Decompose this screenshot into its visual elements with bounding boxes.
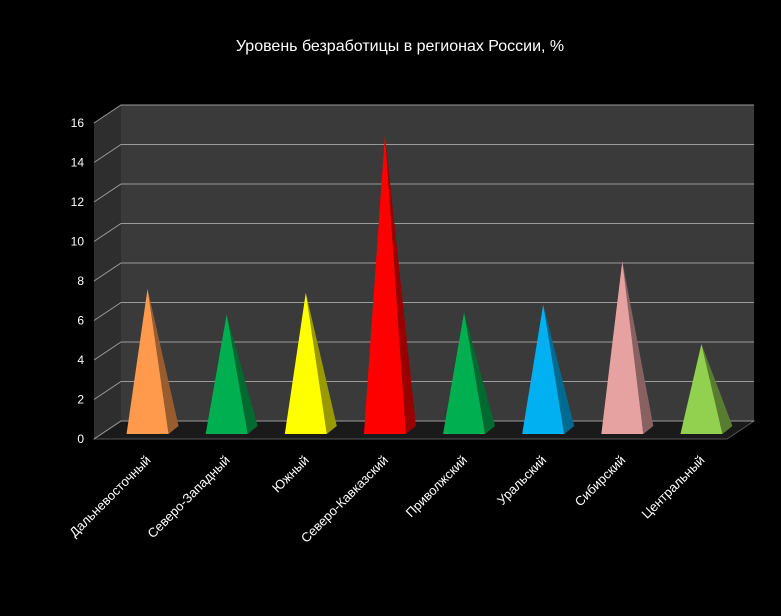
bar-side (384, 134, 416, 434)
x-tick-label: Дальневосточный (66, 453, 153, 540)
bar (126, 288, 169, 434)
y-tick-label: 6 (77, 314, 84, 328)
x-tick-label: Северо-Кавказский (298, 453, 391, 546)
bar (522, 304, 565, 434)
x-tick-label: Центральный (639, 453, 708, 522)
y-tick-label: 14 (71, 156, 85, 170)
x-tick-label: Уральский (494, 453, 549, 508)
y-tick-label: 8 (77, 274, 84, 288)
x-tick-label: Приволжский (403, 453, 471, 521)
bar (601, 261, 644, 434)
gridline (93, 223, 754, 242)
bar (680, 344, 723, 434)
bar-side (147, 288, 179, 434)
x-tick-label: Северо-Западный (144, 453, 232, 541)
x-tick-label: Сибирский (572, 453, 629, 510)
bar-side (622, 261, 654, 434)
bar (363, 134, 406, 434)
bar-side (464, 312, 496, 434)
x-tick-label: Южный (269, 453, 312, 496)
bar (205, 314, 248, 434)
y-tick-label: 12 (71, 195, 85, 209)
bar (443, 312, 486, 434)
gridline (93, 262, 754, 282)
floor (92, 420, 756, 440)
bar-side (226, 314, 258, 434)
chart-title: Уровень безработицы в регионах России, % (235, 38, 565, 55)
gridline (93, 183, 754, 203)
bar (284, 292, 327, 434)
bar-side (543, 304, 575, 434)
bar-side (701, 344, 733, 434)
gridline (93, 302, 754, 321)
y-tick-label: 16 (71, 116, 85, 130)
gridline (93, 144, 754, 163)
bar-side (305, 292, 337, 434)
y-tick-label: 2 (77, 393, 84, 407)
y-tick-label: 4 (77, 353, 84, 367)
y-tick-label: 10 (71, 235, 85, 249)
gridline (93, 104, 754, 124)
y-tick-label: 0 (77, 432, 84, 446)
